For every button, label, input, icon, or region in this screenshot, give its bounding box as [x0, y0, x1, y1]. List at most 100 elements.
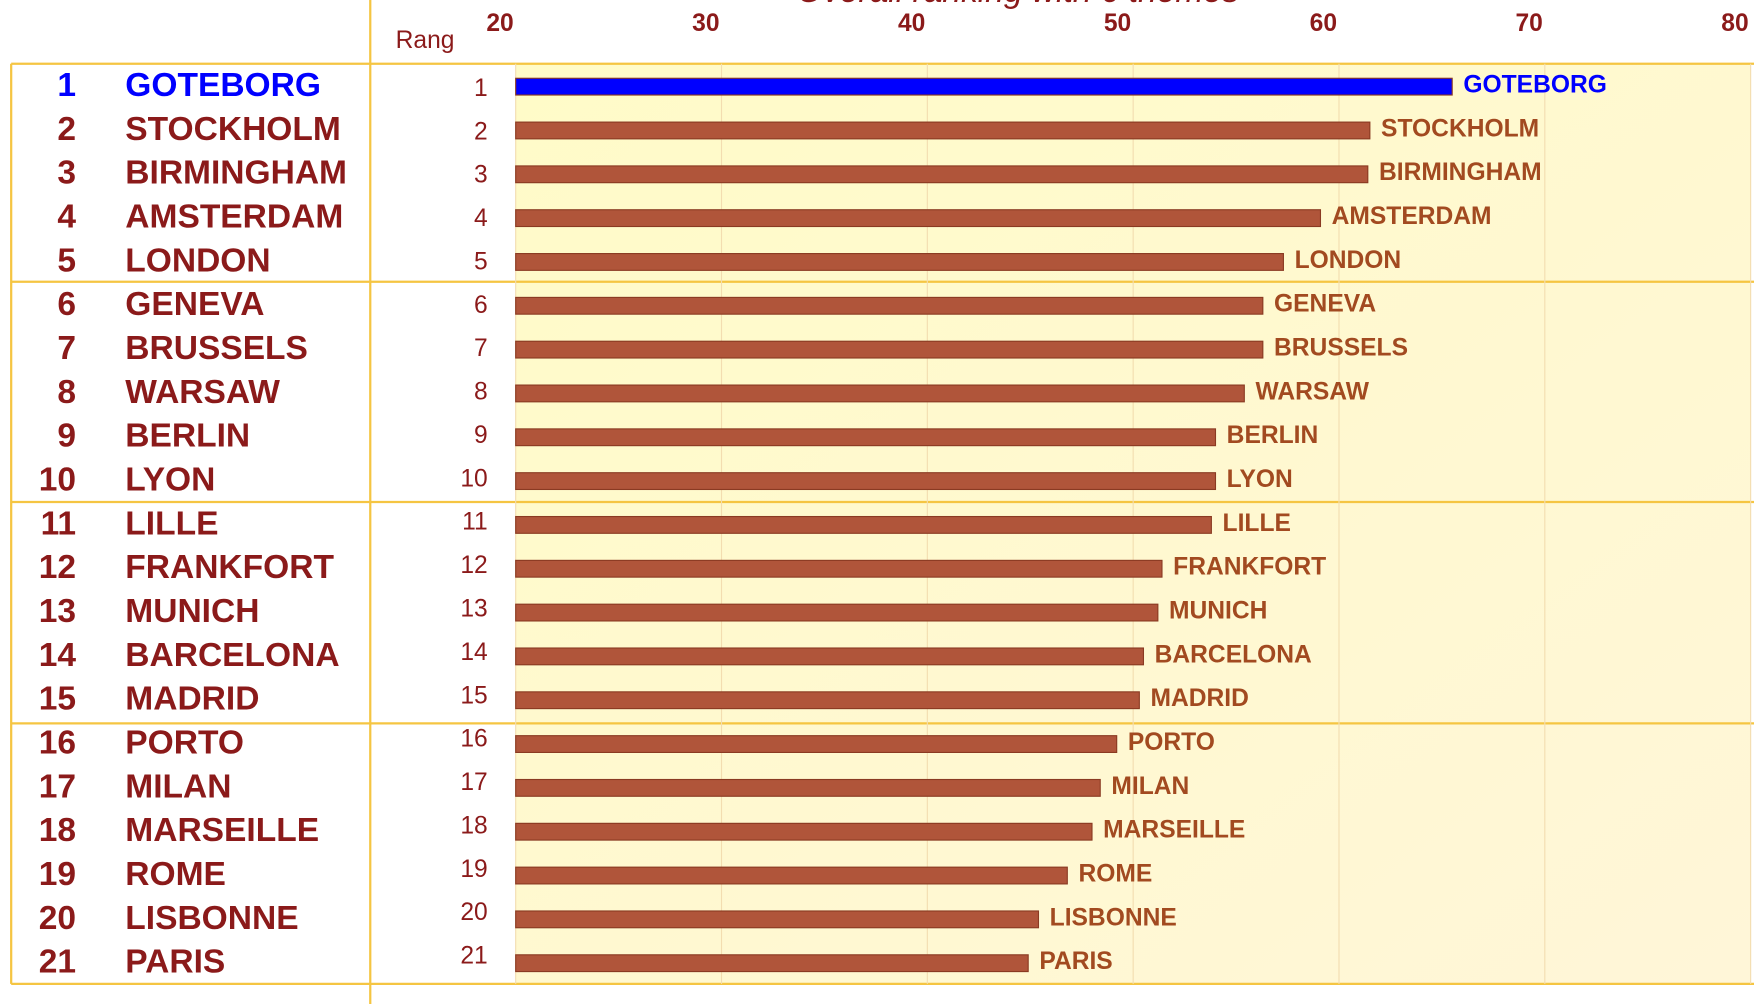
bar-label: MARSEILLE — [1103, 817, 1245, 844]
rank-number: 6 — [57, 286, 76, 323]
rank-number: 10 — [39, 462, 76, 499]
rank-number: 21 — [39, 944, 76, 981]
city-name: LILLE — [125, 505, 218, 542]
rang-number: 18 — [460, 812, 487, 839]
bar-label: LONDON — [1295, 247, 1402, 274]
rang-number: 6 — [474, 292, 488, 319]
x-tick-label: 40 — [898, 10, 925, 37]
bar-label: GENEVA — [1274, 291, 1376, 318]
bar-label: BRUSSELS — [1274, 335, 1408, 362]
rang-number: 17 — [460, 769, 487, 796]
bar-label: MILAN — [1111, 773, 1189, 800]
city-name: LYON — [125, 462, 215, 499]
bar-label: LISBONNE — [1050, 904, 1177, 931]
bar — [515, 384, 1245, 403]
bar — [515, 253, 1284, 271]
x-tick-label: 30 — [692, 10, 719, 37]
city-name: MADRID — [125, 681, 259, 718]
bar — [515, 778, 1101, 797]
bar-label: GOTEBORG — [1463, 72, 1607, 99]
bar — [515, 296, 1264, 315]
bar-label: PARIS — [1039, 948, 1112, 975]
rang-number: 19 — [460, 856, 487, 883]
rang-number: 8 — [474, 379, 488, 406]
bar-label: WARSAW — [1255, 378, 1369, 405]
city-name: BIRMINGHAM — [125, 155, 347, 192]
city-name: MUNICH — [125, 593, 259, 630]
rang-number: 2 — [474, 118, 488, 145]
bar-label: BARCELONA — [1155, 641, 1312, 668]
rank-number: 14 — [39, 637, 77, 674]
rang-number: 5 — [474, 248, 488, 275]
bar — [515, 735, 1118, 753]
rank-number: 8 — [57, 374, 76, 411]
rang-number: 9 — [474, 422, 488, 449]
bar-label: MUNICH — [1169, 598, 1267, 625]
city-name: ROME — [125, 856, 226, 893]
bar-label: MADRID — [1151, 685, 1249, 712]
rang-number: 1 — [474, 75, 488, 102]
city-name: WARSAW — [125, 374, 280, 411]
rank-number: 4 — [57, 199, 76, 236]
bar — [515, 515, 1212, 534]
x-tick-label: 20 — [486, 10, 513, 37]
rank-number: 20 — [39, 900, 76, 937]
city-name: PARIS — [125, 944, 225, 981]
x-tick-label: 50 — [1104, 10, 1131, 37]
chart-title: Overall ranking with 6 themes — [797, 0, 1239, 10]
rang-number: 16 — [460, 726, 487, 753]
city-name: BARCELONA — [125, 637, 339, 674]
rank-number: 1 — [57, 67, 76, 104]
rang-number: 12 — [460, 552, 487, 579]
rang-number: 14 — [460, 639, 487, 666]
bar-label: LILLE — [1223, 510, 1291, 537]
bar — [515, 822, 1093, 841]
bar — [515, 559, 1163, 578]
city-name: LONDON — [125, 242, 270, 279]
rang-number: 4 — [474, 205, 488, 232]
rank-number: 9 — [57, 418, 76, 455]
bar — [515, 472, 1217, 491]
bar — [515, 165, 1369, 184]
rank-number: 3 — [57, 155, 76, 192]
bar — [515, 77, 1453, 96]
x-tick-label: 80 — [1721, 10, 1748, 37]
bar-label: BIRMINGHAM — [1379, 159, 1542, 186]
bar — [515, 954, 1029, 973]
city-name: PORTO — [125, 724, 244, 761]
rang-number: 7 — [474, 335, 488, 362]
rang-number: 20 — [460, 899, 487, 926]
city-name: FRANKFORT — [125, 549, 334, 586]
bar — [515, 691, 1140, 710]
bar-label: BERLIN — [1227, 422, 1319, 449]
rank-number: 5 — [57, 242, 76, 279]
x-tick-label: 60 — [1310, 10, 1337, 37]
bar-label: ROME — [1078, 860, 1152, 887]
rang-number: 15 — [460, 682, 487, 709]
rang-number: 3 — [474, 162, 488, 189]
city-name: MILAN — [125, 768, 231, 805]
rank-number: 15 — [39, 681, 76, 718]
rank-number: 11 — [41, 505, 76, 542]
city-name: MARSEILLE — [125, 812, 319, 849]
rank-number: 19 — [39, 856, 76, 893]
bar-label: PORTO — [1128, 729, 1215, 756]
bar-label: FRANKFORT — [1173, 554, 1326, 581]
city-name: GENEVA — [125, 286, 264, 323]
rank-number: 12 — [39, 549, 76, 586]
x-tick-label: 70 — [1515, 10, 1542, 37]
bar — [515, 603, 1159, 622]
rank-number: 2 — [57, 111, 76, 148]
rang-number: 10 — [460, 465, 487, 492]
rang-number: 11 — [462, 509, 488, 536]
rang-number: 13 — [460, 596, 487, 623]
city-name: GOTEBORG — [125, 67, 321, 104]
rank-number: 7 — [57, 330, 76, 367]
bar-label: STOCKHOLM — [1381, 115, 1539, 142]
bar — [515, 647, 1145, 666]
city-name: BRUSSELS — [125, 330, 308, 367]
city-name: LISBONNE — [125, 900, 298, 937]
city-name: STOCKHOLM — [125, 111, 341, 148]
rank-header: Rang — [396, 27, 455, 54]
